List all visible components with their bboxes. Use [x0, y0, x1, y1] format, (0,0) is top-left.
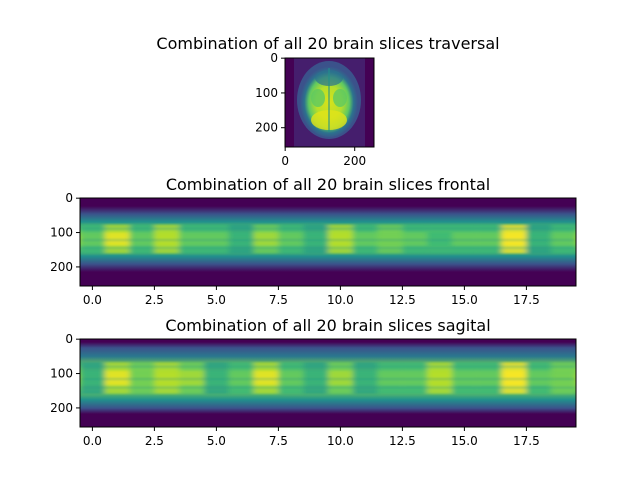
- axes-frame: [79, 197, 577, 287]
- chart-title: Combination of all 20 brain slices trave…: [156, 34, 499, 53]
- x-tick-label: 2.5: [145, 434, 164, 448]
- x-tick-label: 2.5: [145, 293, 164, 307]
- axes-frame: [79, 338, 577, 428]
- y-tick-label: 100: [50, 367, 73, 381]
- y-tick-label: 100: [50, 226, 73, 240]
- panel-traversal: Combination of all 20 brain slices trave…: [156, 34, 499, 168]
- y-tick-label: 0: [270, 51, 278, 65]
- streak: [80, 378, 576, 380]
- axes-frame: [284, 57, 375, 148]
- x-tick-label: 10.0: [327, 293, 354, 307]
- y-tick-label: 0: [65, 191, 73, 205]
- x-tick-label: 5.0: [207, 434, 226, 448]
- y-tick-label: 200: [50, 260, 73, 274]
- y-axis: 0 100 200: [255, 51, 285, 135]
- streak: [80, 239, 576, 241]
- y-tick-label: 100: [255, 86, 278, 100]
- streak: [80, 365, 576, 368]
- x-tick-label: 12.5: [389, 434, 416, 448]
- x-axis: 0.0 2.5 5.0 7.5 10.0 12.5 15.0 17.5: [83, 427, 540, 448]
- y-tick-label: 200: [255, 121, 278, 135]
- streak: [80, 246, 576, 249]
- panel-frontal: Combination of all 20 brain slices front…: [50, 175, 577, 307]
- x-tick-label: 7.5: [269, 293, 288, 307]
- x-axis: 0.0 2.5 5.0 7.5 10.0 12.5 15.0 17.5: [83, 286, 540, 307]
- x-tick-label: 17.5: [513, 434, 540, 448]
- y-axis: 0 100 200: [50, 332, 80, 415]
- streak: [80, 227, 576, 230]
- y-tick-label: 200: [50, 401, 73, 415]
- x-tick-label: 10.0: [327, 434, 354, 448]
- x-tick-label: 200: [343, 154, 366, 168]
- x-tick-label: 0.0: [83, 293, 102, 307]
- chart-title: Combination of all 20 brain slices front…: [166, 175, 490, 194]
- x-tick-label: 7.5: [269, 434, 288, 448]
- traversal-image: [285, 58, 374, 147]
- y-tick-label: 0: [65, 332, 73, 346]
- chart-title: Combination of all 20 brain slices sagit…: [165, 316, 490, 335]
- panel-sagital: Combination of all 20 brain slices sagit…: [50, 316, 577, 448]
- x-tick-label: 12.5: [389, 293, 416, 307]
- sagital-image: [80, 339, 576, 427]
- streak: [80, 386, 576, 389]
- x-tick-label: 0: [281, 154, 289, 168]
- x-tick-label: 17.5: [513, 293, 540, 307]
- frontal-image: [80, 198, 576, 286]
- x-tick-label: 0.0: [83, 434, 102, 448]
- x-tick-label: 15.0: [451, 434, 478, 448]
- x-axis: 0 200: [281, 147, 366, 168]
- y-axis: 0 100 200: [50, 191, 80, 274]
- x-tick-label: 5.0: [207, 293, 226, 307]
- x-tick-label: 15.0: [451, 293, 478, 307]
